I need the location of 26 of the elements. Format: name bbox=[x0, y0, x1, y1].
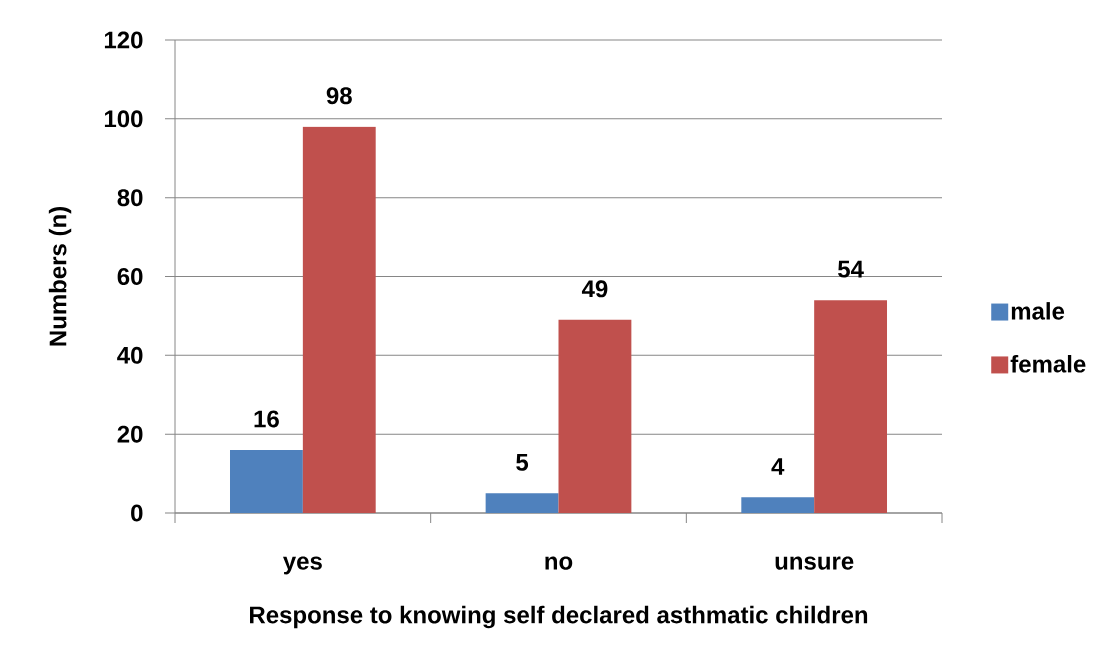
y-tick-label: 80 bbox=[117, 189, 143, 207]
y-tick-label: 60 bbox=[117, 268, 143, 285]
data-label: 4 bbox=[771, 458, 785, 475]
data-label: 49 bbox=[581, 280, 608, 298]
x-tick-label: unsure bbox=[775, 556, 854, 570]
y-axis-title: Numbers (n) bbox=[48, 207, 72, 346]
bar bbox=[558, 319, 632, 513]
data-label: 54 bbox=[837, 260, 864, 278]
legend-label: male bbox=[1011, 302, 1065, 320]
bar bbox=[229, 449, 303, 513]
x-tick-label: yes bbox=[283, 556, 322, 575]
bar bbox=[302, 126, 376, 513]
bar bbox=[741, 497, 815, 513]
bar bbox=[485, 493, 559, 513]
y-tick-label: 120 bbox=[104, 31, 143, 49]
data-label: 5 bbox=[516, 454, 529, 471]
x-axis-title: Response to knowing self declared asthmatic children bbox=[250, 605, 868, 629]
legend-label: female bbox=[1010, 354, 1086, 373]
y-tick-label: 20 bbox=[117, 425, 143, 443]
y-tick-label: 100 bbox=[104, 110, 143, 128]
data-label: 16 bbox=[254, 410, 279, 428]
y-tick-label: 40 bbox=[117, 346, 143, 364]
bar bbox=[814, 300, 888, 513]
x-tick-label: no bbox=[545, 556, 573, 570]
y-tick-label: 0 bbox=[131, 504, 143, 522]
data-label: 98 bbox=[326, 87, 352, 105]
